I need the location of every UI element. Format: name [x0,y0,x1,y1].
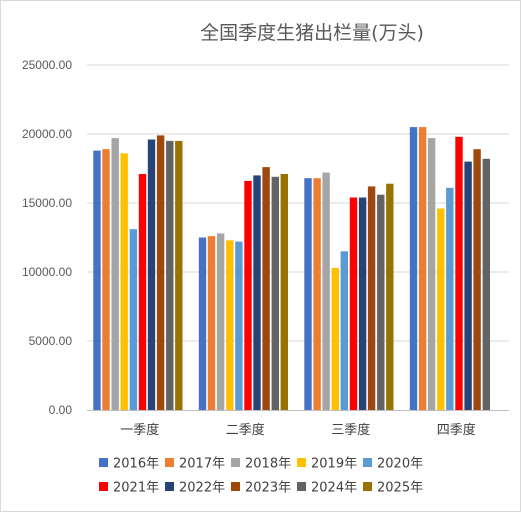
chart-title: 全国季度生猪出栏量(万头) [200,22,424,44]
y-tick-label: 5000.00 [29,334,73,348]
legend-label: 2022年 [179,481,225,496]
bar [386,183,394,410]
bar [147,139,156,410]
bar [473,149,481,410]
legend-swatch [297,458,306,467]
bar [102,149,110,410]
bar [418,127,427,410]
bar [166,140,174,410]
bar [271,176,279,410]
x-tick-label: 三季度 [331,422,370,438]
legend-label: 2025年 [377,481,423,496]
legend-label: 2019年 [311,457,357,472]
bar [377,194,385,410]
bar [262,167,270,410]
bar [455,136,463,411]
legend-swatch [165,482,174,491]
bar [138,174,147,410]
bar [331,267,339,410]
legend-label: 2018年 [245,457,291,472]
legend-swatch [165,458,174,467]
legend-label: 2016年 [113,457,159,472]
legend-swatch [99,458,108,467]
bar [129,229,138,410]
bar [207,236,216,410]
legend-swatch [363,482,372,491]
y-tick-label: 15000.00 [22,196,72,210]
legend-swatch [363,458,372,467]
bar [367,186,376,410]
legend-swatch [231,482,240,491]
x-axis: 一季度 二季度 三季度 四季度 [87,410,509,438]
x-tick-label: 四季度 [437,422,476,438]
y-tick-label: 0.00 [49,403,73,417]
y-tick-label: 10000.00 [22,265,72,279]
bar [280,174,288,410]
bars [93,127,490,411]
bar [120,153,128,411]
bar [235,241,243,410]
x-tick-label: 一季度 [120,422,159,438]
bar [358,197,367,410]
bar [427,138,436,410]
legend-label: 2020年 [377,457,423,472]
y-axis-ticks: 0.00 5000.00 10000.00 15000.00 20000.00 25000… [22,58,72,417]
bar [111,138,119,410]
legend-label: 2021年 [113,481,159,496]
bar [313,178,321,410]
y-tick-label: 25000.00 [22,58,72,72]
bar [93,150,101,410]
bar [226,240,234,410]
bar [409,127,418,410]
bar [340,251,348,410]
legend: 2016年 2017年 2018年 2019年 2020年 2021年 2022年 2023年… [99,457,423,496]
bar [175,140,183,410]
bar [156,135,165,410]
bar [198,237,207,410]
bar [304,178,312,410]
bar [253,175,261,410]
bar [349,197,358,410]
y-tick-label: 20000.00 [22,127,72,141]
bar [482,158,490,410]
legend-swatch [99,482,108,491]
bar [446,187,454,410]
bar [437,208,445,410]
x-tick-label: 二季度 [226,422,265,438]
legend-swatch [297,482,306,491]
bar [322,172,330,410]
legend-swatch [231,458,240,467]
legend-label: 2023年 [245,481,291,496]
bar [216,233,225,410]
legend-label: 2024年 [311,481,357,496]
bar [464,161,472,410]
legend-label: 2017年 [179,457,225,472]
bar [244,180,252,410]
